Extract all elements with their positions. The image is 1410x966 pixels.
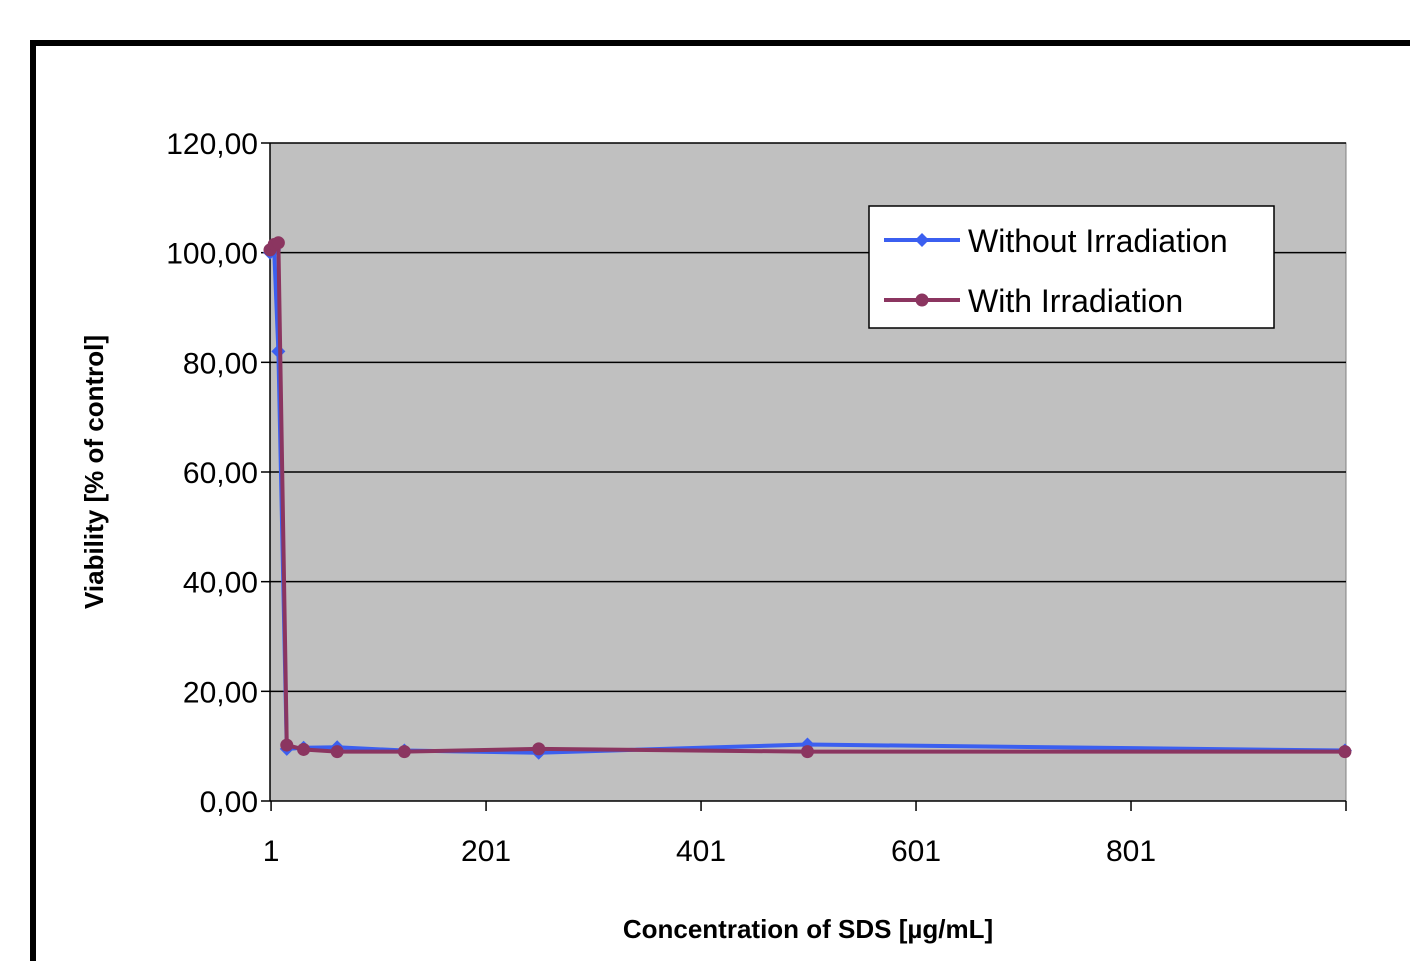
- axes: 0,00 20,00 40,00 60,00 80,00 100,00 120,00 1 201…: [166, 128, 1347, 868]
- data-point: [280, 738, 294, 752]
- data-point: [915, 293, 929, 307]
- data-point: [915, 233, 929, 247]
- y-tick-label: 120,00: [166, 128, 258, 161]
- y-tick-label: 40,00: [183, 567, 258, 600]
- x-tick-label: 801: [1106, 835, 1156, 868]
- series-layer: [263, 236, 1352, 760]
- data-point: [1338, 745, 1352, 759]
- y-tick-label: 60,00: [183, 457, 258, 490]
- legend: Without Irradiation With Irradiation: [868, 205, 1275, 329]
- x-tick-label: 201: [461, 835, 511, 868]
- data-point: [800, 745, 814, 759]
- legend-label: With Irradiation: [968, 283, 1183, 319]
- y-tick-label: 100,00: [166, 238, 258, 271]
- x-tick-label: 601: [891, 835, 941, 868]
- y-tick-label: 80,00: [183, 347, 258, 380]
- y-tick-label: 0,00: [200, 786, 258, 819]
- x-axis-title: Concentration of SDS [µg/mL]: [623, 914, 993, 944]
- y-axis-title: Viability [% of control]: [79, 335, 109, 609]
- y-tick-label: 20,00: [183, 676, 258, 709]
- data-point: [297, 742, 311, 756]
- data-point: [271, 236, 285, 250]
- legend-box: [868, 205, 1275, 329]
- legend-label: Without Irradiation: [968, 223, 1228, 259]
- data-point: [397, 745, 411, 759]
- series-with-irradiation: [263, 236, 1352, 759]
- x-tick-label: 1: [263, 835, 280, 868]
- data-point: [330, 745, 344, 759]
- legend-item: With Irradiation: [884, 283, 1183, 319]
- data-point: [532, 742, 546, 756]
- legend-item: Without Irradiation: [884, 223, 1228, 259]
- x-tick-label: 401: [676, 835, 726, 868]
